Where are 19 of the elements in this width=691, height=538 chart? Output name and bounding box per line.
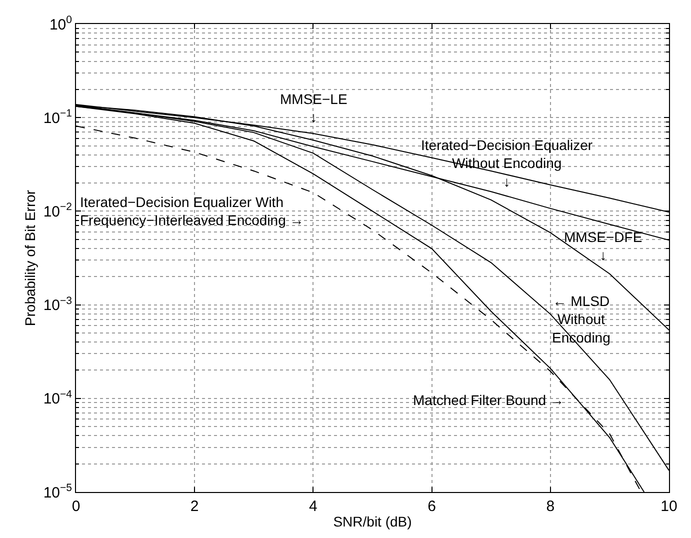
y-tick-label: 10$^{−2}$ bbox=[43, 201, 72, 220]
x-tick-label: 10 bbox=[660, 498, 678, 515]
y-axis-title: Probability of Bit Error bbox=[22, 190, 38, 326]
x-tick-label: 0 bbox=[72, 498, 80, 515]
annotation: Iterated−Decision Equalizer Without Encoding ↓ bbox=[421, 137, 593, 190]
x-tick-label: 2 bbox=[190, 498, 199, 515]
annotation: Iterated−Decision Equalizer With Frequency−Interleaved Encoding → bbox=[80, 194, 304, 228]
annotation: Matched Filter Bound → bbox=[413, 392, 564, 408]
y-tick-label: 10$^{0}$ bbox=[49, 14, 72, 34]
annotation: MMSE−DFE ↓ bbox=[564, 229, 642, 264]
annotation: MMSE−LE ↓ bbox=[280, 91, 348, 126]
y-tick-label: 10$^{−5}$ bbox=[43, 482, 72, 502]
y-tick-label: 10$^{−4}$ bbox=[43, 388, 72, 408]
x-tick-label: 4 bbox=[309, 498, 318, 515]
y-tick-label: 10$^{−3}$ bbox=[43, 294, 72, 314]
x-tick-label: 6 bbox=[428, 498, 436, 515]
x-axis-title: SNR/bit (dB) bbox=[333, 513, 412, 530]
y-tick-label: 10$^{−1}$ bbox=[43, 108, 72, 127]
x-tick-label: 8 bbox=[546, 498, 555, 515]
